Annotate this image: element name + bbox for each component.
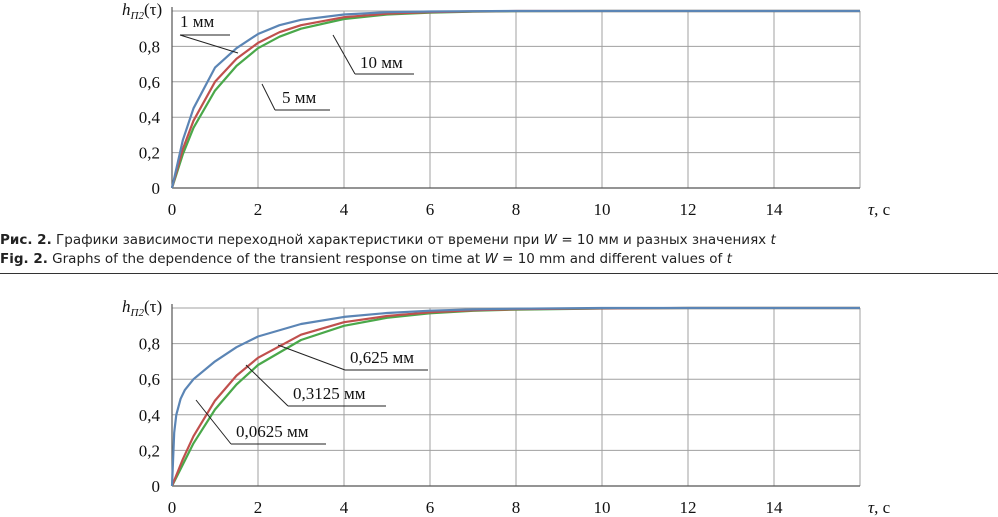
caption-en-label: Fig. 2. [0, 251, 48, 267]
x-axis-label: τ, с [868, 200, 891, 219]
y-tick-label: 0,4 [139, 108, 161, 127]
x-tick-label: 12 [680, 498, 697, 517]
series-annotation-label: 1 мм [180, 12, 215, 31]
series-annotation-label: 0,0625 мм [236, 422, 309, 441]
chart-1: 0 0,2 0,4 0,6 0,8 0 2 4 6 8 10 12 14 hП2(τ) τ, с 1 мм 10… [122, 0, 891, 219]
caption-ru-label: Рис. 2. [0, 232, 52, 248]
section-divider [0, 273, 998, 274]
x-tick-label: 10 [594, 498, 611, 517]
y-axis-label: hП2(τ) [122, 0, 162, 22]
caption-ru-text-1: Графики зависимости переходной характери… [51, 232, 544, 248]
x-tick-label: 6 [426, 200, 435, 219]
x-tick-label: 2 [254, 498, 263, 517]
series-line-blue [170, 9, 860, 189]
annotation-leader-line [277, 344, 346, 371]
figure-caption-en: Fig. 2. Graphs of the dependence of the … [0, 251, 998, 267]
y-tick-label: 0,2 [139, 144, 160, 163]
annotation-leader-line [261, 83, 276, 111]
x-tick-label: 14 [766, 498, 784, 517]
caption-ru-text-2: = 10 мм и разных значениях [557, 232, 771, 248]
x-tick-label: 8 [512, 498, 521, 517]
y-tick-label: 0 [152, 477, 161, 496]
annotation-leader-line [179, 34, 239, 54]
x-tick-label: 4 [340, 498, 349, 517]
series-line-blue [170, 306, 860, 487]
x-tick-label: 8 [512, 200, 521, 219]
x-tick-label: 0 [168, 200, 177, 219]
caption-en-text-1: Graphs of the dependence of the transien… [47, 251, 485, 267]
chart-2: 0 0,2 0,4 0,6 0,8 0 2 4 6 8 10 12 14 hП2(τ) τ, с 0,625 … [122, 297, 891, 517]
caption-en-var-t: t [726, 251, 732, 267]
x-axis-label: τ, с [868, 498, 891, 517]
caption-en-text-2: = 10 mm and different values of [497, 251, 727, 267]
y-tick-label: 0 [152, 179, 161, 198]
y-tick-label: 0,2 [139, 441, 160, 460]
y-axis-label: hП2(τ) [122, 297, 162, 319]
figure-caption-ru: Рис. 2. Графики зависимости переходной х… [0, 232, 998, 248]
series-annotation-label: 10 мм [360, 53, 403, 72]
y-tick-label: 0,6 [139, 370, 160, 389]
x-tick-label: 2 [254, 200, 263, 219]
x-tick-label: 12 [680, 200, 697, 219]
x-tick-label: 14 [766, 200, 784, 219]
y-tick-label: 0,8 [139, 335, 160, 354]
y-tick-label: 0,8 [139, 37, 160, 56]
caption-ru-var-w: W [543, 232, 558, 248]
annotation-leader-line [245, 364, 289, 407]
caption-ru-var-t: t [770, 232, 776, 248]
y-tick-label: 0,6 [139, 73, 160, 92]
caption-en-var-w: W [484, 251, 498, 267]
y-tick-label: 0,4 [139, 406, 161, 425]
series-annotation-label: 0,3125 мм [293, 384, 366, 403]
x-tick-label: 10 [594, 200, 611, 219]
series-annotation-label: 0,625 мм [350, 348, 414, 367]
x-tick-label: 6 [426, 498, 435, 517]
x-tick-label: 4 [340, 200, 349, 219]
annotation-leader-line [195, 399, 232, 445]
series-annotation-label: 5 мм [282, 88, 317, 107]
annotation-leader-line [332, 34, 356, 75]
x-tick-label: 0 [168, 498, 177, 517]
